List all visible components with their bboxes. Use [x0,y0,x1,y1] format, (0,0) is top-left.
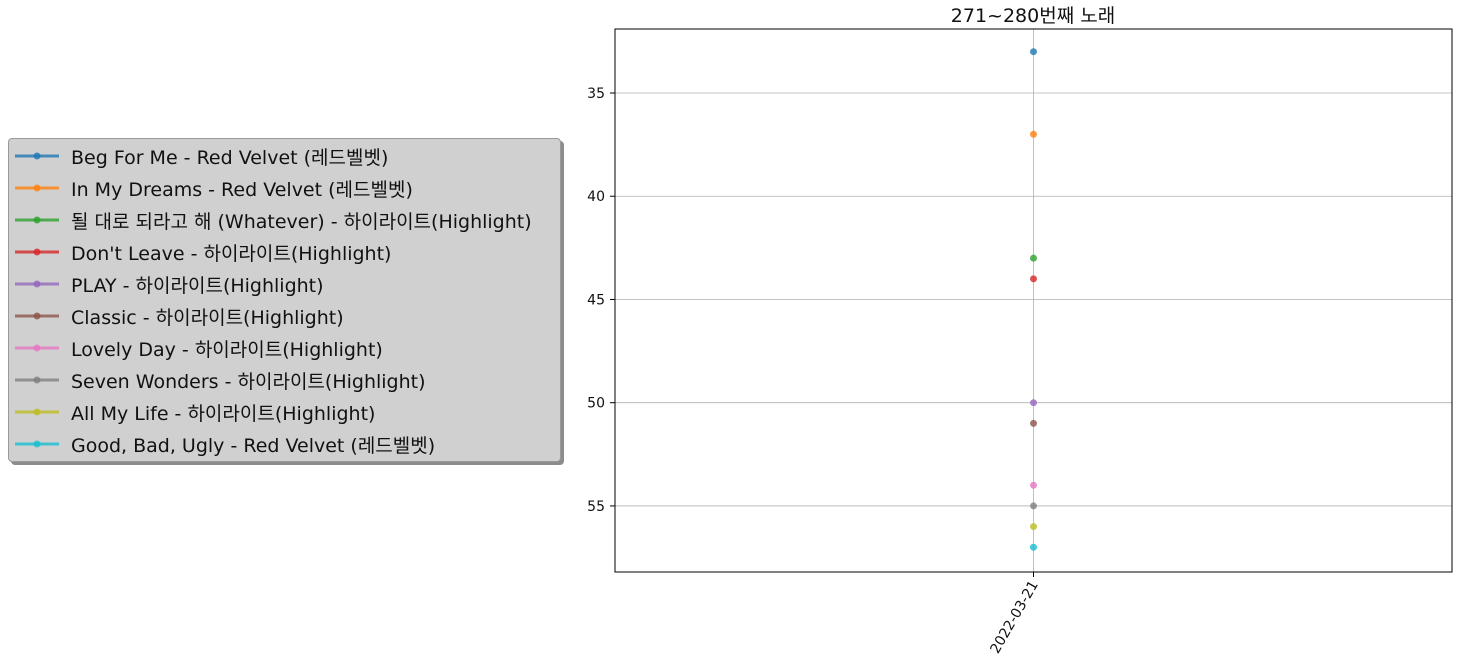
legend-label: Lovely Day - 하이라이트(Highlight) [71,339,383,361]
legend-swatch [15,216,59,224]
data-point [1030,543,1037,551]
data-point [1030,399,1037,407]
legend-swatch [15,248,59,256]
legend-label: All My Life - 하이라이트(Highlight) [71,403,376,425]
chart-title: 271~280번째 노래 [951,5,1115,27]
y-tick-label: 55 [587,499,605,515]
legend-entry: Seven Wonders - 하이라이트(Highlight) [9,364,560,396]
legend-label: 될 대로 되라고 해 (Whatever) - 하이라이트(Highlight) [71,211,532,233]
data-point [1030,481,1037,489]
legend-entry: In My Dreams - Red Velvet (레드벨벳) [9,172,560,204]
y-tick-label: 50 [587,396,605,412]
y-tick-label: 45 [587,292,605,308]
legend-swatch [15,344,59,352]
data-point [1030,254,1037,262]
data-point [1030,275,1037,283]
grid [615,29,1452,572]
legend-swatch [15,152,59,160]
legend-swatch [15,440,59,448]
legend-entry: Classic - 하이라이트(Highlight) [9,300,560,332]
data-points [1030,48,1037,551]
legend-swatch [15,184,59,192]
legend-label: PLAY - 하이라이트(Highlight) [71,275,324,297]
data-point [1030,502,1037,510]
data-point [1030,523,1037,531]
legend-label: In My Dreams - Red Velvet (레드벨벳) [71,179,413,201]
y-tick-label: 40 [587,189,605,205]
legend-entry: Beg For Me - Red Velvet (레드벨벳) [9,140,560,172]
legend-entry: Don't Leave - 하이라이트(Highlight) [9,236,560,268]
legend-entry: Lovely Day - 하이라이트(Highlight) [9,332,560,364]
data-point [1030,130,1037,138]
x-tick-label: 2022-03-21 [987,578,1042,656]
legend: Beg For Me - Red Velvet (레드벨벳) In My Drea… [8,138,561,462]
legend-swatch [15,408,59,416]
legend-label: Good, Bad, Ugly - Red Velvet (레드벨벳) [71,435,436,457]
y-axis-ticks: 35 40 45 50 55 [587,86,615,515]
legend-swatch [15,312,59,320]
y-tick-label: 35 [587,86,605,102]
legend-entry: PLAY - 하이라이트(Highlight) [9,268,560,300]
legend-swatch [15,280,59,288]
legend-entry: Good, Bad, Ugly - Red Velvet (레드벨벳) [9,428,560,460]
legend-label: Beg For Me - Red Velvet (레드벨벳) [71,147,389,169]
legend-swatch [15,376,59,384]
data-point [1030,419,1037,427]
legend-label: Seven Wonders - 하이라이트(Highlight) [71,371,426,393]
legend-label: Don't Leave - 하이라이트(Highlight) [71,243,392,265]
data-point [1030,48,1037,56]
x-axis-ticks: 2022-03-21 [987,572,1042,656]
legend-label: Classic - 하이라이트(Highlight) [71,307,344,329]
legend-entry: All My Life - 하이라이트(Highlight) [9,396,560,428]
legend-entry: 될 대로 되라고 해 (Whatever) - 하이라이트(Highlight) [9,204,560,236]
